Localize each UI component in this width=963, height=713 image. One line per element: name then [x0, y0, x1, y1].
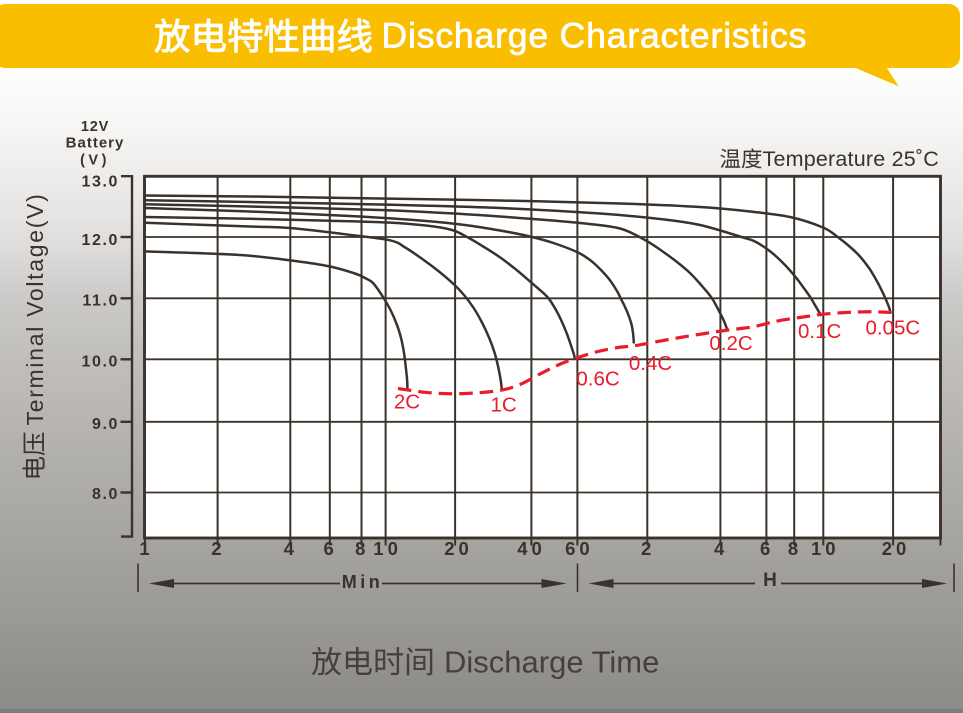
svg-text:0.05C: 0.05C	[866, 317, 921, 340]
svg-text:8: 8	[355, 538, 369, 559]
svg-text:Temperature 25˚C: Temperature 25˚C	[763, 147, 939, 171]
svg-text:0.2C: 0.2C	[709, 332, 752, 355]
svg-text:20: 20	[444, 538, 473, 559]
svg-text:Discharge Time: Discharge Time	[444, 645, 659, 680]
svg-text:H: H	[763, 570, 777, 591]
svg-text:11.0: 11.0	[82, 292, 119, 309]
svg-text:9.0: 9.0	[92, 416, 119, 433]
svg-text:Discharge Characteristics: Discharge Characteristics	[382, 16, 808, 56]
svg-text:13.0: 13.0	[81, 173, 119, 190]
svg-text:10: 10	[373, 538, 402, 559]
svg-text:0.4C: 0.4C	[629, 352, 672, 375]
svg-text:6: 6	[760, 538, 774, 559]
svg-text:2C: 2C	[394, 391, 420, 414]
svg-text:60: 60	[565, 538, 594, 559]
svg-text:12.0: 12.0	[81, 232, 119, 249]
svg-text:4: 4	[714, 538, 728, 559]
svg-text:Terminal Voltage(V): Terminal Voltage(V)	[22, 193, 48, 426]
svg-text:8.0: 8.0	[92, 486, 119, 503]
svg-text:Min: Min	[342, 572, 384, 592]
svg-text:0.6C: 0.6C	[576, 368, 619, 391]
svg-text:10.0: 10.0	[81, 354, 119, 371]
svg-text:20: 20	[882, 538, 911, 559]
svg-text:(V): (V)	[80, 153, 110, 169]
svg-text:2: 2	[641, 538, 655, 559]
svg-text:10: 10	[811, 538, 840, 559]
svg-text:4: 4	[284, 538, 298, 559]
svg-text:0.1C: 0.1C	[798, 320, 841, 343]
svg-text:8: 8	[788, 538, 802, 559]
svg-text:40: 40	[517, 538, 546, 559]
svg-text:Battery: Battery	[66, 135, 125, 152]
svg-text:6: 6	[323, 538, 337, 559]
svg-text:1: 1	[139, 538, 153, 559]
svg-text:1C: 1C	[490, 394, 516, 417]
svg-text:2: 2	[211, 538, 225, 559]
svg-text:12V: 12V	[81, 119, 109, 135]
